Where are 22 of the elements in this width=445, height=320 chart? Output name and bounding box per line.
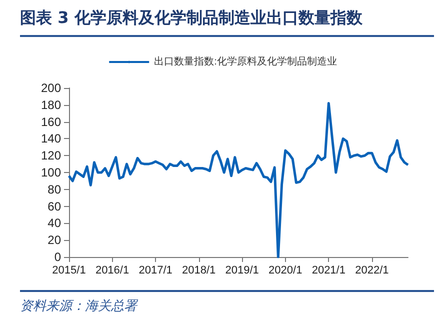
- legend-label: 出口数量指数:化学原料及化学制品制造业: [154, 56, 337, 68]
- x-tick-label: 2018/1: [182, 264, 216, 276]
- y-tick-label: 40: [48, 216, 62, 230]
- y-tick-label: 60: [48, 199, 62, 214]
- y-tick-label: 160: [40, 114, 62, 129]
- x-tick-label: 2016/1: [95, 264, 130, 276]
- y-tick-label: 180: [40, 98, 62, 112]
- y-tick-label: 80: [48, 182, 62, 196]
- y-tick-label: 200: [40, 81, 62, 95]
- x-tick-label: 2022/1: [355, 264, 389, 276]
- y-tick-label: 0: [54, 250, 62, 264]
- x-tick-label: 2020/1: [268, 264, 302, 276]
- chart-title: 图表 3 化学原料及化学制品制造业出口数量指数: [20, 8, 434, 37]
- y-tick-label: 120: [40, 148, 62, 163]
- x-tick-label: 2019/1: [225, 264, 259, 276]
- y-tick-label: 20: [48, 233, 62, 248]
- x-tick-label: 2021/1: [312, 264, 346, 276]
- y-tick-label: 100: [40, 166, 62, 180]
- x-tick-label: 2015/1: [52, 264, 86, 276]
- x-tick-label: 2017/1: [138, 264, 172, 276]
- y-tick-label: 140: [40, 132, 62, 146]
- text: 资料来源：海关总署: [20, 290, 434, 315]
